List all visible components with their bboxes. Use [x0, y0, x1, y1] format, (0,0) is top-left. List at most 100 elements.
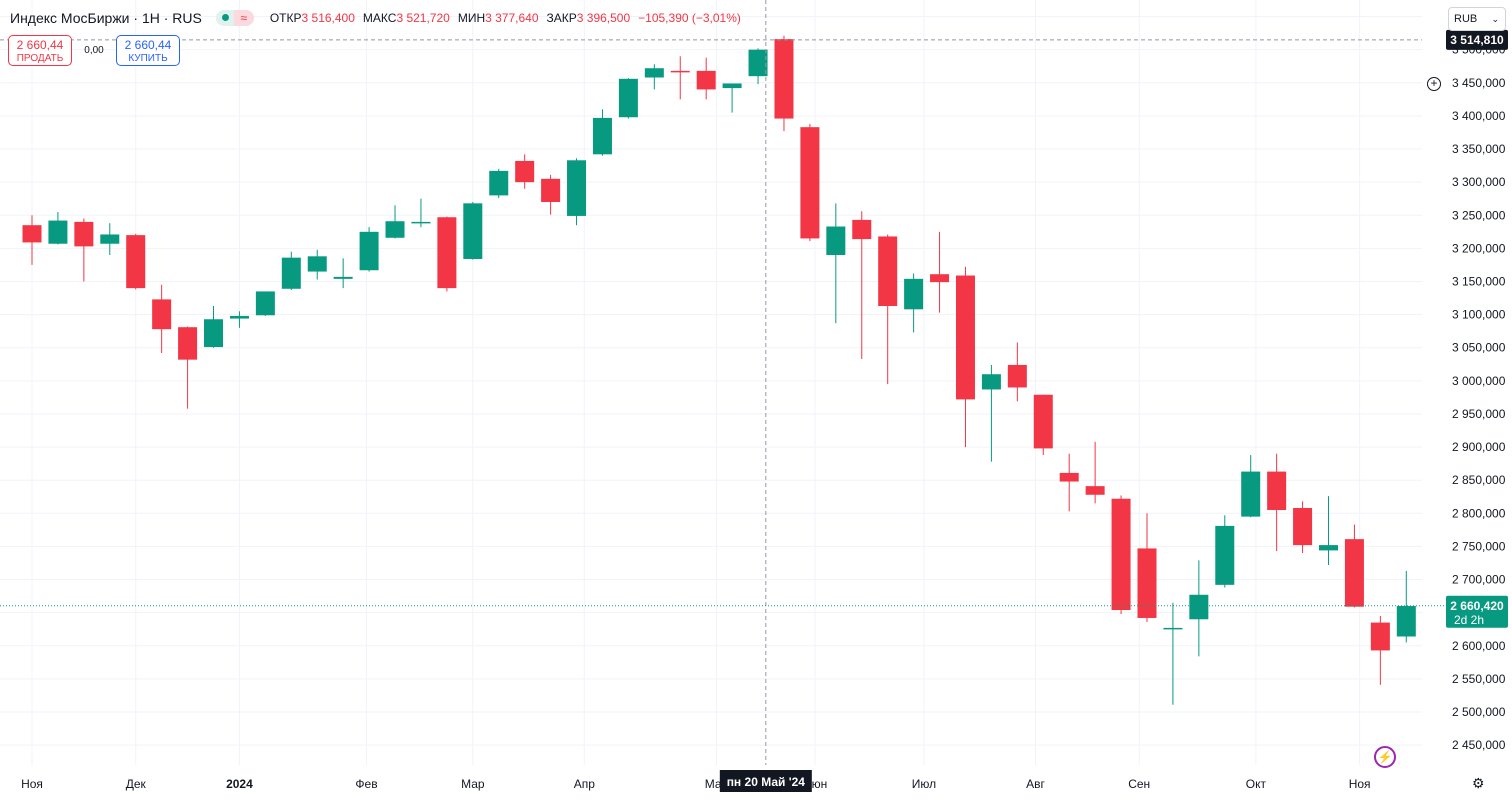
candle — [1137, 513, 1157, 622]
price-tick-label: 3 450,000 — [1452, 76, 1506, 90]
candle — [359, 227, 379, 272]
price-tick-label: 2 900,000 — [1452, 440, 1506, 454]
market-open-dot-icon[interactable] — [215, 10, 234, 26]
close-label: ЗАКР — [546, 11, 577, 25]
add-alert-plus-icon[interactable]: + — [1427, 77, 1441, 91]
candle-body — [722, 83, 742, 89]
candle — [229, 311, 249, 328]
sell-button[interactable]: 2 660,44 ПРОДАТЬ — [8, 35, 72, 66]
candle — [437, 216, 457, 292]
candle-body — [592, 117, 612, 155]
price-tick-label: 2 450,000 — [1452, 738, 1506, 752]
time-axis[interactable]: Ноя Дек 2024 Фев Мар Апр Май Июн Июл Авг Сен Окт Ноя — [21, 777, 1370, 791]
candle — [852, 211, 872, 359]
candle-body — [774, 39, 794, 119]
candle — [333, 258, 353, 289]
candle — [1059, 453, 1079, 512]
currency-label: RUB — [1454, 13, 1478, 25]
chart-legend: Индекс МосБиржи · 1H · RUS ≈ ОТКР 3 516,… — [10, 10, 749, 26]
lightning-icon[interactable]: ⚡ — [1374, 746, 1396, 768]
price-tick-label: 2 600,000 — [1452, 639, 1506, 653]
price-tick-label: 2 500,000 — [1452, 705, 1506, 719]
candle-body — [852, 219, 872, 240]
candle — [644, 64, 664, 90]
price-tick-label: 3 050,000 — [1452, 341, 1506, 355]
price-tick-label: 2 850,000 — [1452, 473, 1506, 487]
candle-body — [463, 203, 483, 259]
time-tick-label: Сен — [1128, 777, 1150, 791]
candle — [1370, 615, 1390, 685]
candle — [696, 57, 716, 100]
candle-body — [748, 49, 768, 77]
price-tick-label: 3 300,000 — [1452, 175, 1506, 189]
candle-body — [48, 220, 68, 244]
candle — [1267, 453, 1287, 552]
candle-body — [541, 178, 561, 203]
candle — [178, 326, 198, 409]
candle-body — [930, 274, 950, 283]
candle — [1163, 602, 1183, 705]
candle — [722, 83, 742, 113]
candle — [22, 215, 42, 265]
candle-body — [1370, 622, 1390, 651]
candle — [126, 233, 146, 290]
time-tick-label: Ноя — [21, 777, 43, 791]
price-tick-label: 2 800,000 — [1452, 506, 1506, 520]
symbol-title[interactable]: Индекс МосБиржи · 1H · RUS — [10, 10, 202, 26]
candle — [48, 211, 68, 245]
candle-body — [1059, 472, 1079, 482]
price-tick-label: 3 350,000 — [1452, 142, 1506, 156]
candle-body — [1241, 471, 1261, 517]
spread-value: 0,00 — [84, 45, 104, 56]
low-value: 3 377,640 — [485, 11, 539, 25]
candle-body — [1007, 364, 1027, 388]
price-tick-label: 2 950,000 — [1452, 407, 1506, 421]
candle-body — [1344, 539, 1364, 607]
candle — [1111, 495, 1131, 614]
candle — [1293, 501, 1313, 554]
candle — [489, 168, 509, 199]
candle-body — [981, 374, 1001, 390]
candle-body — [281, 257, 301, 289]
candle-body — [307, 256, 327, 272]
candle — [255, 291, 275, 316]
candle-body — [22, 225, 42, 243]
time-tick-label: Ноя — [1349, 777, 1371, 791]
candle-body — [74, 221, 94, 247]
candle-body — [800, 127, 820, 239]
candle-body — [1085, 486, 1105, 495]
currency-select[interactable]: RUB ⌄ — [1448, 7, 1506, 31]
time-tick-label: Окт — [1246, 777, 1267, 791]
candle-body — [618, 78, 638, 118]
candle-body — [126, 235, 146, 289]
time-tick-label: Дек — [126, 777, 147, 791]
candle — [74, 218, 94, 282]
buy-button[interactable]: 2 660,44 КУПИТЬ — [116, 35, 180, 66]
candle — [281, 251, 301, 291]
price-tick-label: 3 250,000 — [1452, 208, 1506, 222]
crosshair-time-label: пн 20 Май '24 — [727, 775, 806, 789]
time-tick-label: Апр — [574, 777, 596, 791]
trade-panel: 2 660,44 ПРОДАТЬ 0,00 2 660,44 КУПИТЬ — [8, 35, 180, 66]
settings-gear-icon[interactable]: ⚙ — [1472, 775, 1485, 791]
candle-body — [1189, 594, 1209, 620]
time-tick-label: Мар — [461, 777, 485, 791]
candle — [515, 154, 535, 189]
candle — [541, 174, 561, 215]
countdown-label: 2d 2h — [1454, 613, 1484, 627]
delayed-data-wave-icon[interactable]: ≈ — [233, 10, 254, 26]
candle-body — [904, 278, 924, 310]
buy-price: 2 660,44 — [124, 38, 172, 52]
candle-body — [1111, 498, 1131, 611]
candle — [1344, 524, 1364, 608]
candle — [567, 158, 587, 226]
candle — [100, 223, 120, 255]
candle-body — [100, 234, 120, 244]
price-tick-label: 3 400,000 — [1452, 109, 1506, 123]
open-label: ОТКР — [269, 11, 302, 25]
candle-body — [152, 299, 172, 330]
price-tick-label: 2 750,000 — [1452, 539, 1506, 553]
candle-body — [955, 275, 975, 400]
